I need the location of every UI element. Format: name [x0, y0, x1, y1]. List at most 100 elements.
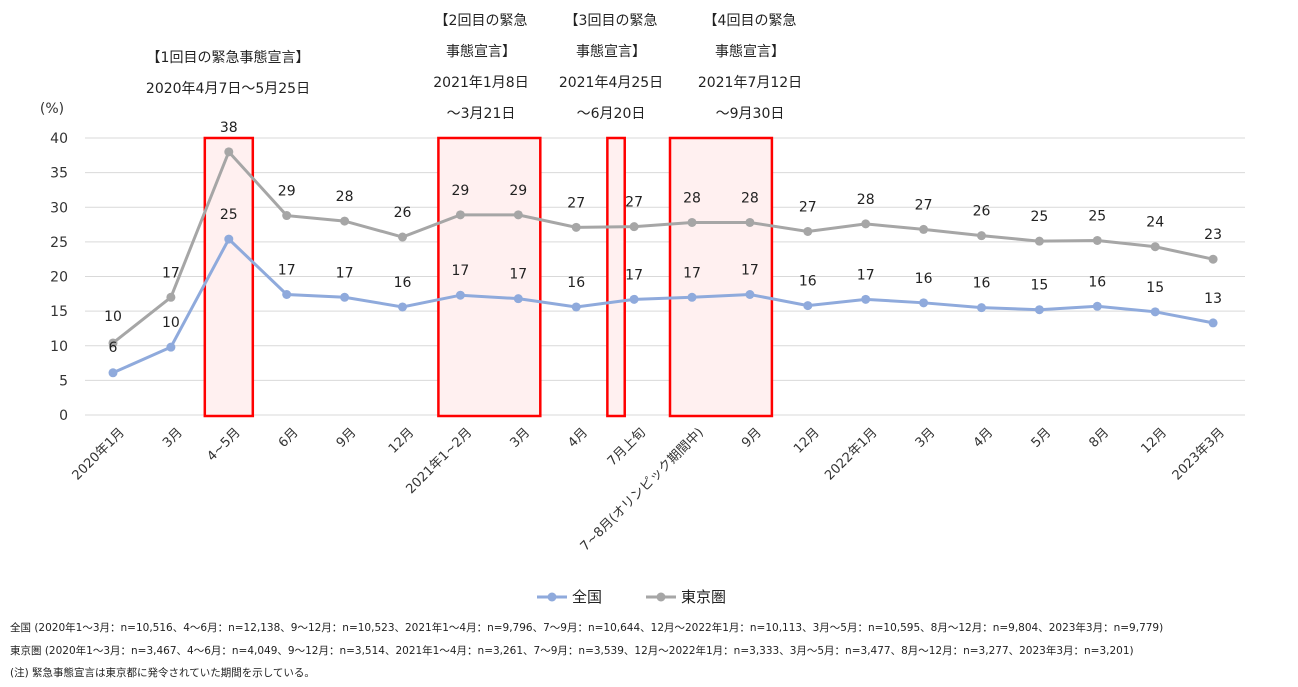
data-point — [455, 290, 465, 300]
y-axis-ticks: 0 5 10 15 20 25 30 35 40 — [50, 131, 68, 424]
annotation-line: 事態宣言】 — [576, 44, 646, 60]
data-point — [571, 302, 581, 312]
annotation-line: ～6月20日 — [577, 106, 646, 122]
annotation-line: 【4回目の緊急 — [704, 13, 797, 29]
data-label: 27 — [915, 197, 933, 213]
data-point — [803, 226, 813, 236]
line-chart: 0 5 10 15 20 25 30 35 40 (%) 2020年1月 3月 4~5月 6月 9月 12… — [40, 13, 1245, 606]
emergency-period-box — [437, 136, 542, 418]
data-point — [1034, 305, 1044, 315]
x-tick-label: 2020年1月 — [70, 425, 128, 483]
y-tick-label: 0 — [59, 408, 68, 424]
data-label: 17 — [857, 267, 875, 283]
data-label: 27 — [625, 195, 643, 211]
data-label: 27 — [799, 199, 817, 215]
data-point — [687, 217, 697, 227]
data-point — [224, 234, 234, 244]
y-tick-label: 5 — [59, 373, 68, 389]
data-label: 16 — [394, 275, 412, 291]
data-point — [108, 338, 118, 348]
annotation-line: 【3回目の緊急 — [565, 13, 658, 29]
data-label: 29 — [509, 183, 527, 199]
data-point — [629, 294, 639, 304]
data-point — [398, 302, 407, 312]
data-labels: 6 10 25 17 17 16 17 17 16 17 17 17 16 17 16 16 15 16 15 13 1… — [104, 120, 1222, 356]
data-label: 26 — [394, 205, 412, 221]
data-point — [166, 342, 176, 352]
data-label: 10 — [162, 315, 180, 331]
data-label: 16 — [1088, 274, 1106, 290]
data-point — [1208, 318, 1218, 328]
annotation-line: ～3月21日 — [447, 106, 516, 122]
data-point — [1092, 235, 1102, 245]
x-tick-label: 3月 — [913, 425, 939, 451]
data-point — [513, 210, 523, 220]
series-line — [112, 149, 1214, 345]
y-tick-label: 30 — [50, 200, 68, 216]
note-tokyo-sample: 東京圏 (2020年1～3月：n=3,467、4～6月：n=4,049、9～12… — [10, 645, 1134, 657]
data-point — [340, 216, 350, 226]
data-label: 17 — [278, 263, 296, 279]
annotation-line: 事態宣言】 — [446, 44, 516, 60]
data-point — [513, 294, 523, 304]
note-emergency-period: (注) 緊急事態宣言は東京都に発令されていた期間を示している。 — [10, 667, 315, 679]
data-point — [745, 217, 755, 227]
data-point — [1034, 236, 1044, 246]
data-point — [1092, 301, 1102, 311]
annotation-line: 2020年4月7日～5月25日 — [146, 81, 310, 97]
data-point — [919, 298, 929, 308]
data-point — [1150, 307, 1160, 317]
emergency-highlights — [203, 136, 774, 418]
data-point — [398, 232, 407, 242]
x-tick-label: 2022年1月 — [822, 425, 880, 483]
x-tick-label: 5月 — [1029, 425, 1055, 451]
legend-marker — [547, 592, 557, 602]
x-tick-label: 7~8月(オリンピック期間中) — [578, 425, 707, 554]
data-point — [108, 368, 118, 378]
annotation-line: ～9月30日 — [716, 106, 785, 122]
x-tick-label: 9月 — [739, 425, 765, 451]
data-point — [571, 222, 581, 232]
x-tick-label: 3月 — [160, 425, 186, 451]
data-point — [455, 210, 465, 220]
annotation-line: 2021年4月25日 — [559, 75, 663, 91]
data-label: 28 — [857, 192, 875, 208]
x-tick-label: 4月 — [565, 425, 591, 451]
y-tick-label: 35 — [50, 166, 68, 182]
series-line — [112, 236, 1214, 375]
x-tick-label: 3月 — [507, 425, 533, 451]
y-tick-label: 40 — [50, 131, 68, 147]
data-point — [1208, 254, 1218, 264]
x-tick-label: 4月 — [971, 425, 997, 451]
annotation-line: 事態宣言】 — [715, 44, 785, 60]
data-label: 10 — [104, 309, 122, 325]
x-tick-label: 9月 — [334, 425, 360, 451]
data-point — [629, 222, 639, 232]
data-label: 23 — [1204, 227, 1222, 243]
data-label: 27 — [567, 195, 585, 211]
data-point — [282, 290, 292, 300]
emergency-period-box — [203, 136, 255, 418]
data-label: 38 — [220, 120, 238, 136]
data-label: 17 — [451, 263, 469, 279]
x-tick-label: 4~5月 — [204, 425, 243, 464]
data-label: 16 — [799, 274, 817, 290]
data-point — [919, 224, 929, 234]
emergency-period-box — [606, 136, 626, 418]
annotation-line: 2021年1月8日 — [433, 75, 528, 91]
note-national-sample: 全国 (2020年1～3月：n=10,516、4～6月：n=12,138、9～1… — [10, 622, 1164, 634]
legend-label: 東京圏 — [681, 588, 726, 606]
x-tick-label: 6月 — [276, 425, 302, 451]
data-label: 17 — [683, 265, 701, 281]
x-tick-label: 12月 — [1139, 425, 1170, 456]
data-label: 29 — [451, 183, 469, 199]
data-point — [340, 292, 350, 302]
data-label: 16 — [973, 276, 991, 292]
data-label: 25 — [1030, 209, 1048, 225]
data-label: 15 — [1030, 278, 1048, 294]
y-tick-label: 10 — [50, 339, 68, 355]
y-tick-label: 15 — [50, 304, 68, 320]
series-lines — [108, 147, 1218, 378]
